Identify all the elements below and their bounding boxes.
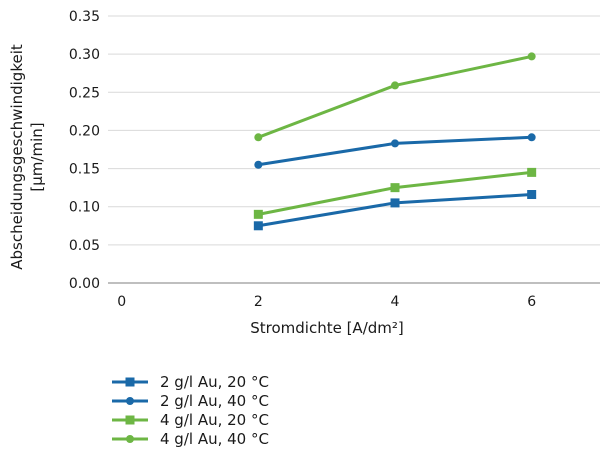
tick-labels: 0.00 0.05 0.10 0.15 0.20 0.25 0.30 0.35 0 2 4 6 xyxy=(69,9,536,310)
gridlines xyxy=(108,15,600,246)
data-point-circle xyxy=(254,160,263,169)
x-tick-label: 2 xyxy=(254,294,263,310)
series-line-3 xyxy=(256,170,534,216)
data-point-circle xyxy=(391,81,399,90)
legend-label: 2 g/l Au, 40 °C xyxy=(160,392,269,410)
data-point-square xyxy=(527,190,537,200)
y-tick-label: 0.00 xyxy=(69,276,100,292)
legend-item: 4 g/l Au, 40 °C xyxy=(112,430,269,448)
legend-label: 2 g/l Au, 20 °C xyxy=(160,373,269,391)
legend-circle-marker xyxy=(126,397,134,405)
legend-item: 4 g/l Au, 20 °C xyxy=(112,411,269,429)
legend-label: 4 g/l Au, 20 °C xyxy=(160,411,269,429)
data-point-circle xyxy=(391,139,399,148)
series-line-4 xyxy=(256,54,534,139)
y-tick-label: 0.15 xyxy=(69,162,100,178)
legend-label: 4 g/l Au, 40 °C xyxy=(160,430,269,448)
data-point-circle xyxy=(254,133,263,142)
legend-item: 2 g/l Au, 20 °C xyxy=(112,373,269,391)
legend-square-marker xyxy=(125,415,135,425)
legend-circle-marker xyxy=(126,435,134,443)
y-axis-title-line-2: [µm/min] xyxy=(28,122,46,191)
y-axis-title: Abscheidungsgeschwindigkeit [µm/min] xyxy=(8,44,46,270)
data-point-square xyxy=(253,209,263,219)
y-tick-label: 0.20 xyxy=(69,123,100,139)
x-axis-title: Stromdichte [A/dm²] xyxy=(250,319,404,337)
y-tick-label: 0.30 xyxy=(69,47,100,63)
data-point-square xyxy=(390,198,400,208)
y-tick-label: 0.10 xyxy=(69,200,100,216)
legend: 2 g/l Au, 20 °C2 g/l Au, 40 °C4 g/l Au, … xyxy=(112,373,269,448)
x-tick-label: 6 xyxy=(527,294,536,310)
y-axis-title-line-1: Abscheidungsgeschwindigkeit xyxy=(8,44,26,270)
y-tick-label: 0.05 xyxy=(69,238,100,254)
data-point-circle xyxy=(527,133,536,142)
data-point-circle xyxy=(527,52,536,61)
series-markers xyxy=(253,52,537,231)
data-point-square xyxy=(390,183,400,193)
x-tick-label: 4 xyxy=(391,294,400,310)
data-point-square xyxy=(527,167,537,177)
data-point-square xyxy=(253,221,263,231)
y-tick-label: 0.25 xyxy=(69,85,100,101)
y-tick-label: 0.35 xyxy=(69,9,100,25)
legend-square-marker xyxy=(125,377,135,387)
x-tick-label: 0 xyxy=(117,294,126,310)
legend-item: 2 g/l Au, 40 °C xyxy=(112,392,269,410)
